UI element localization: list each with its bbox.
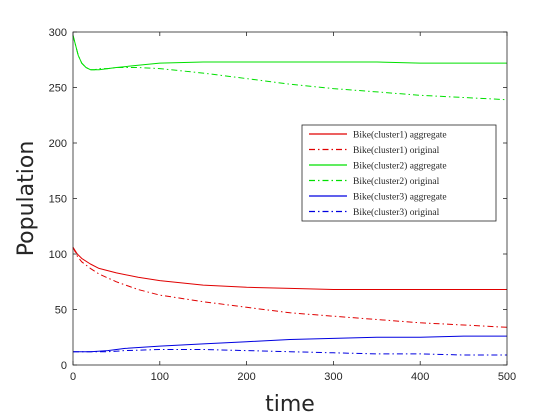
series-line-4 [72,35,508,101]
tick-layer: 0 100 200 300 400 500 0 50 100 150 200 250 300 [49,27,517,383]
legend-label-4: Bike(cluster2) original [353,176,440,187]
legend-box [301,124,497,222]
y-tick-label: 200 [49,138,67,150]
y-tick-label: 100 [49,249,67,261]
x-tick-label: 200 [237,371,255,383]
legend: Bike(cluster1) aggregate Bike(cluster1) o… [301,124,497,222]
legend-label-3: Bike(cluster2) aggregate [353,161,447,172]
series-line-1 [72,247,507,290]
legend-label-2: Bike(cluster1) original [353,145,440,156]
series-line-6 [73,349,507,356]
x-axis-title: time [265,392,315,417]
legend-label-1: Bike(cluster1) aggregate [353,130,447,141]
y-axis-title: Population [14,141,39,257]
series-line-2 [72,247,508,328]
series-layer [72,35,508,356]
y-tick-label: 0 [61,360,67,372]
y-tick-label: 300 [49,27,67,39]
y-tick-label: 250 [49,83,67,95]
x-tick-label: 500 [498,371,516,383]
y-tick-label: 50 [55,305,67,317]
x-tick-label: 400 [411,371,429,383]
y-tick-label: 150 [49,194,67,206]
x-tick-label: 300 [324,371,342,383]
series-line-5 [73,335,507,353]
x-tick-label: 0 [70,371,76,383]
legend-label-5: Bike(cluster3) aggregate [353,192,447,203]
legend-label-6: Bike(cluster3) original [353,207,440,218]
x-tick-label: 100 [151,371,169,383]
